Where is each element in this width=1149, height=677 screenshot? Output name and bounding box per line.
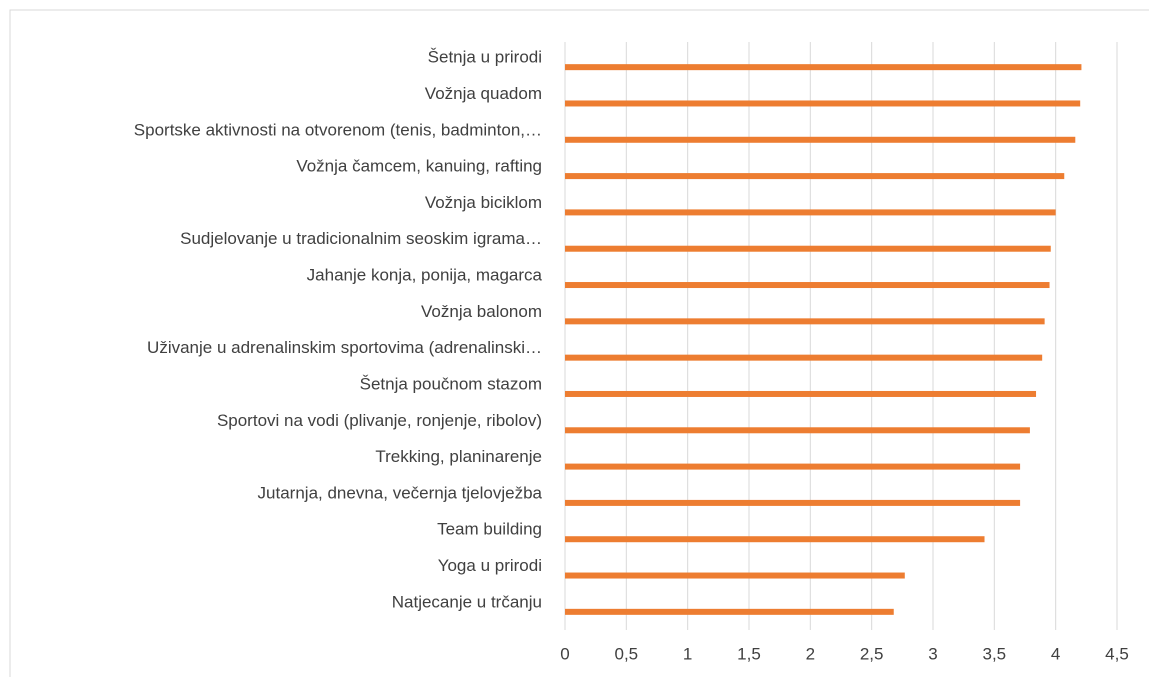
x-tick-label: 3 [928, 644, 937, 663]
y-tick-label: Vožnja čamcem, kanuing, rafting [296, 157, 542, 176]
bar [565, 572, 905, 579]
x-tick-label: 0 [560, 644, 569, 663]
y-tick-label: Šetnja poučnom stazom [360, 374, 542, 393]
y-tick-label: Vožnja quadom [425, 84, 542, 103]
y-tick-label: Sportske aktivnosti na otvorenom (tenis,… [134, 120, 542, 139]
y-tick-label: Vožnja biciklom [425, 193, 542, 212]
y-tick-label: Team building [437, 520, 542, 539]
bar [565, 136, 1076, 143]
y-tick-label: Sudjelovanje u tradicionalnim seoskim ig… [180, 229, 542, 248]
x-tick-label: 3,5 [983, 644, 1007, 663]
bar [565, 427, 1030, 434]
bar [565, 64, 1082, 71]
y-tick-label: Sportovi na vodi (plivanje, ronjenje, ri… [217, 411, 542, 430]
x-tick-label: 0,5 [615, 644, 639, 663]
x-tick-label: 1,5 [737, 644, 761, 663]
y-tick-label: Vožnja balonom [421, 302, 542, 321]
bar [565, 608, 894, 615]
bar [565, 354, 1043, 361]
bar [565, 463, 1021, 470]
bar [565, 100, 1081, 107]
bar [565, 318, 1045, 325]
bar [565, 209, 1056, 216]
bar [565, 245, 1051, 252]
y-tick-label: Jahanje konja, ponija, magarca [307, 266, 543, 285]
bar [565, 390, 1037, 397]
chart-border [9, 9, 1149, 677]
x-tick-label: 2 [806, 644, 815, 663]
y-tick-label: Jutarnja, dnevna, večernja tjelovježba [258, 483, 543, 502]
y-tick-label: Yoga u prirodi [438, 556, 542, 575]
bar [565, 282, 1050, 289]
bar [565, 173, 1065, 180]
y-tick-label: Natjecanje u trčanju [392, 592, 542, 611]
y-tick-label: Šetnja u prirodi [428, 48, 542, 67]
bar [565, 536, 985, 543]
y-tick-label: Trekking, planinarenje [375, 447, 542, 466]
x-tick-label: 4,5 [1105, 644, 1129, 663]
x-tick-label: 1 [683, 644, 692, 663]
x-tick-label: 4 [1051, 644, 1060, 663]
y-tick-label: Uživanje u adrenalinskim sportovima (adr… [147, 338, 542, 357]
x-tick-label: 2,5 [860, 644, 884, 663]
bar [565, 499, 1021, 506]
